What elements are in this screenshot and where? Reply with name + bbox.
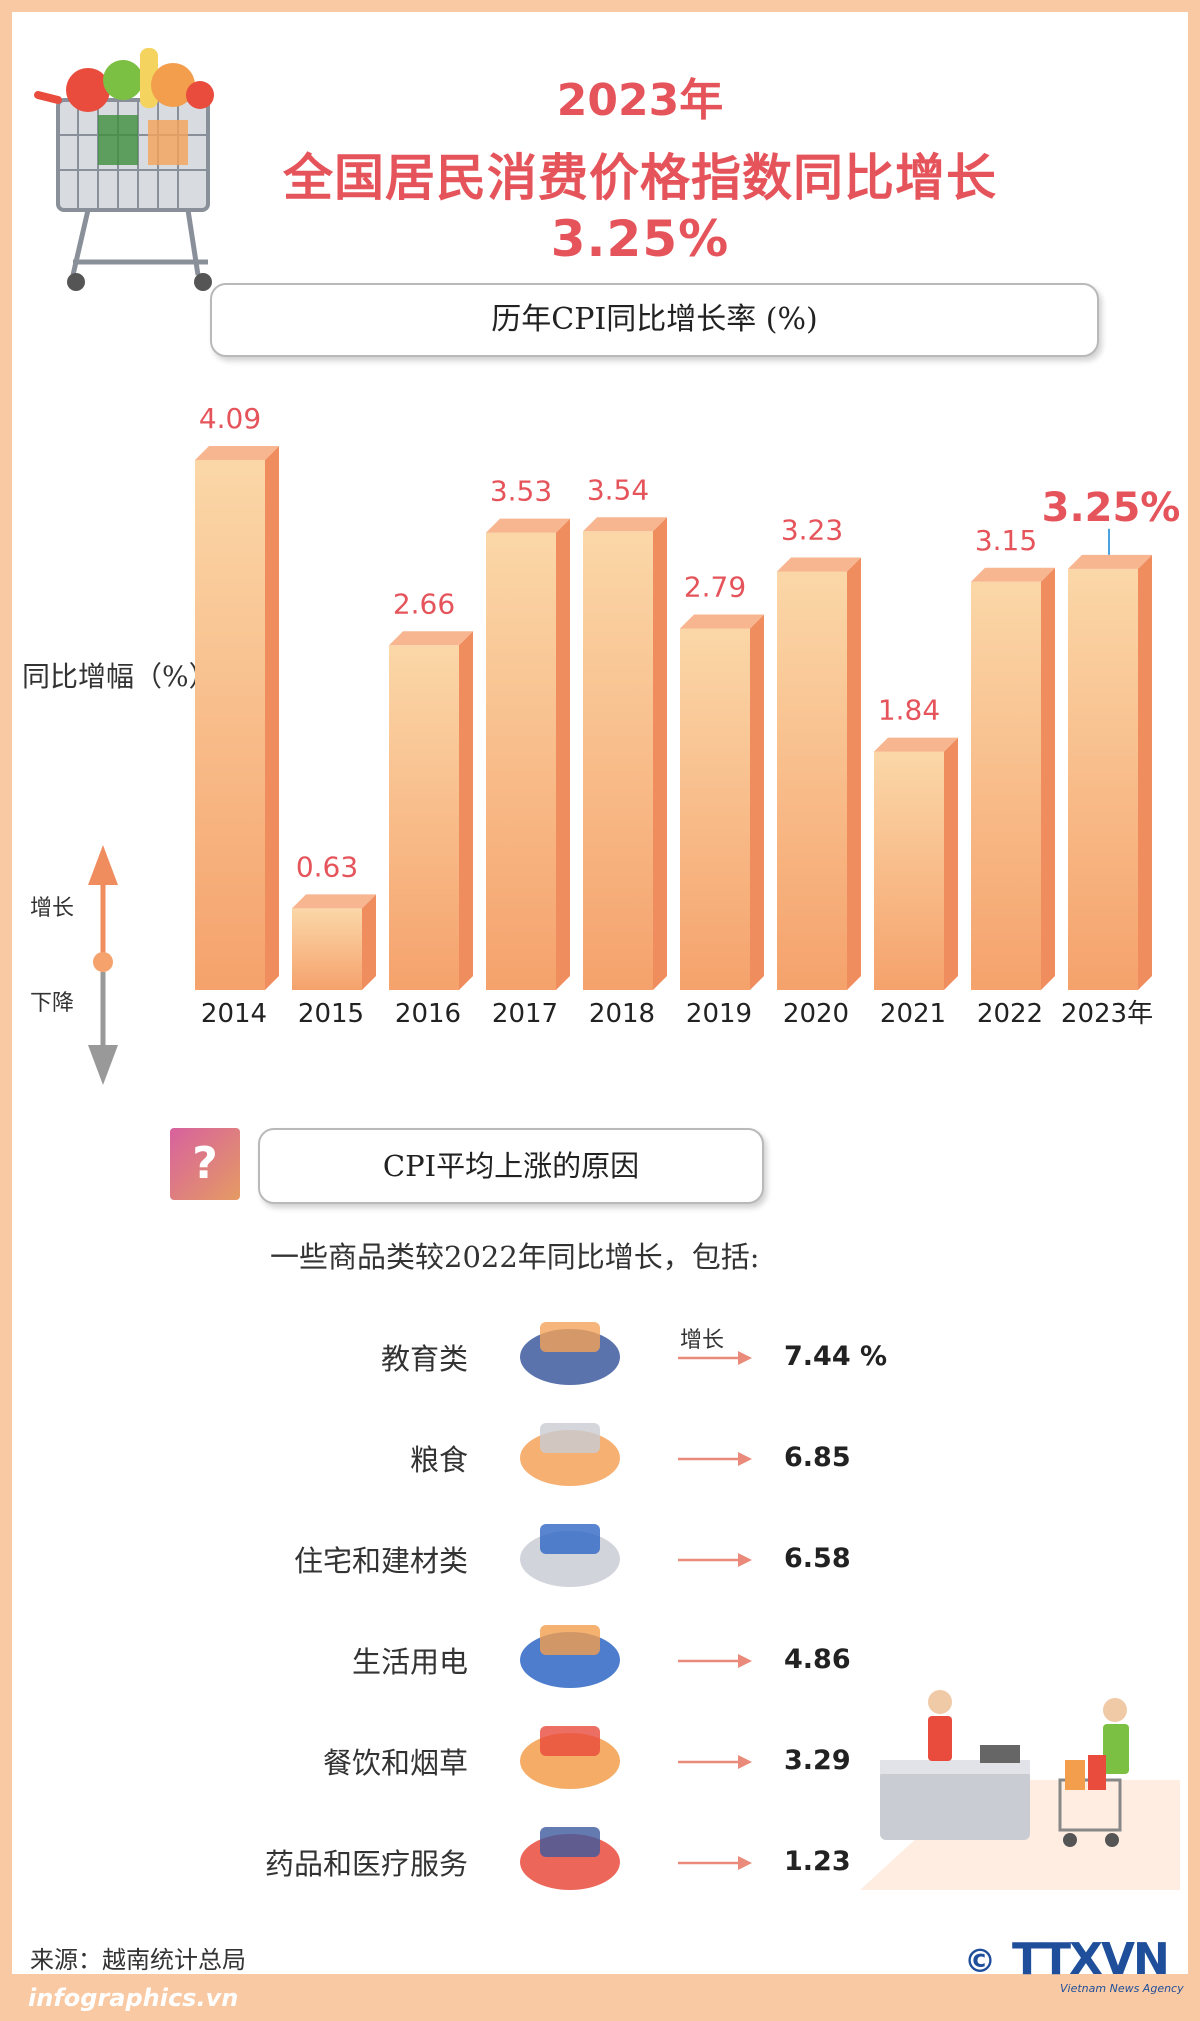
medicine-bottle-icon — [520, 1827, 620, 1890]
cause-label: 粮食 — [409, 1443, 468, 1477]
value-label-2019: 2.79 — [684, 570, 746, 603]
cause-value: 6.58 — [784, 1543, 851, 1574]
value-label-2020: 3.23 — [781, 513, 843, 546]
increase-arrow-icon — [678, 1553, 752, 1567]
cause-value-number: 1.23 — [784, 1846, 851, 1877]
cpi-bar-chart: 4.09 2014 0.63 2015 2.66 2016 3.53 2017 3.54 2018… — [195, 402, 1181, 1029]
category-label-2023年: 2023年 — [1061, 999, 1153, 1029]
construction-materials-icon — [520, 1524, 620, 1587]
cause-value-number: 6.58 — [784, 1543, 851, 1574]
category-label-2016: 2016 — [395, 999, 461, 1029]
value-label-2018: 3.54 — [587, 473, 649, 506]
cause-label: 教育类 — [380, 1342, 468, 1376]
cause-label: 生活用电 — [351, 1645, 468, 1679]
cause-value-number: 3.29 — [784, 1745, 851, 1776]
bar-2021 — [874, 737, 958, 990]
trend-arrow-icon — [88, 845, 118, 1085]
cause-label: 住宅和建材类 — [293, 1544, 468, 1578]
cause-value: 7.44 % — [784, 1341, 887, 1372]
source-note: 来源：越南统计总局 — [30, 1946, 246, 1974]
value-label-2016: 2.66 — [393, 587, 455, 620]
value-label-2014: 4.09 — [199, 402, 261, 435]
shopping-cart-icon — [34, 48, 214, 291]
cause-value: 3.29 — [784, 1745, 851, 1776]
cause-value-number: 6.85 — [784, 1442, 851, 1473]
value-label-2015: 0.63 — [296, 850, 358, 883]
down-label: 下降 — [30, 991, 75, 1016]
category-label-2014: 2014 — [201, 999, 267, 1029]
cause-label: 药品和医疗服务 — [264, 1847, 468, 1881]
causes-intro: 一些商品类较2022年同比增长，包括: — [270, 1240, 760, 1274]
bar-2017 — [486, 518, 570, 990]
site-brand: infographics.vn — [28, 1984, 239, 2012]
shop-checkout-illustration — [860, 1690, 1180, 1890]
causes-title-pill: CPI平均上涨的原因 — [258, 1128, 764, 1204]
category-label-2018: 2018 — [589, 999, 655, 1029]
chart-title-pill: 历年CPI同比增长率 (%) — [210, 283, 1099, 357]
category-label-2017: 2017 — [492, 999, 558, 1029]
copyright-icon: © — [964, 1942, 996, 1980]
increase-label: 增长 — [680, 1328, 725, 1353]
cause-value: 6.85 — [784, 1442, 851, 1473]
category-label-2021: 2021 — [880, 999, 946, 1029]
bar-2015 — [292, 894, 376, 990]
bar-2023年 — [1068, 554, 1152, 990]
value-label-2017: 3.53 — [490, 475, 552, 508]
increase-arrow-icon — [678, 1755, 752, 1769]
cause-value: 4.86 — [784, 1644, 851, 1675]
value-label-2022: 3.15 — [975, 524, 1037, 557]
category-label-2020: 2020 — [783, 999, 849, 1029]
bar-2018 — [583, 517, 667, 990]
bar-2014 — [195, 446, 279, 990]
bar-2016 — [389, 631, 473, 990]
increase-arrow-icon — [678, 1654, 752, 1668]
value-label-2021: 1.84 — [878, 694, 940, 727]
increase-arrow-icon — [678, 1351, 752, 1365]
agency-logo: TTXVN — [1012, 1934, 1170, 1985]
page-title: 全国居民消费价格指数同比增长3.25% — [283, 149, 997, 268]
bar-2019 — [680, 614, 764, 990]
increase-arrow-icon — [678, 1856, 752, 1870]
graduation-cap-books-icon — [520, 1322, 620, 1385]
bar-2020 — [777, 557, 861, 990]
cause-value: 1.23 — [784, 1846, 851, 1877]
cause-value-number: 4.86 — [784, 1644, 851, 1675]
category-label-2015: 2015 — [298, 999, 364, 1029]
y-axis-label: 同比增幅（%） — [22, 660, 217, 693]
agency-subtitle: Vietnam News Agency — [1060, 1982, 1184, 1995]
value-label-2023年: 3.25% — [1042, 485, 1181, 531]
question-icon: ? — [170, 1128, 240, 1200]
bar-2022 — [971, 567, 1055, 990]
category-label-2022: 2022 — [977, 999, 1043, 1029]
page-title-year: 2023年 — [556, 75, 724, 126]
up-label: 增长 — [30, 896, 75, 921]
drinks-cigarettes-icon — [520, 1726, 620, 1789]
increase-arrow-icon — [678, 1452, 752, 1466]
category-label-2019: 2019 — [686, 999, 752, 1029]
power-socket-plug-icon — [520, 1625, 620, 1688]
cause-value-unit: % — [850, 1341, 888, 1372]
fried-rice-bowl-icon — [520, 1423, 620, 1486]
footer-band — [0, 1974, 1200, 2021]
cause-value-number: 7.44 — [784, 1341, 851, 1372]
cause-label: 餐饮和烟草 — [322, 1746, 468, 1780]
